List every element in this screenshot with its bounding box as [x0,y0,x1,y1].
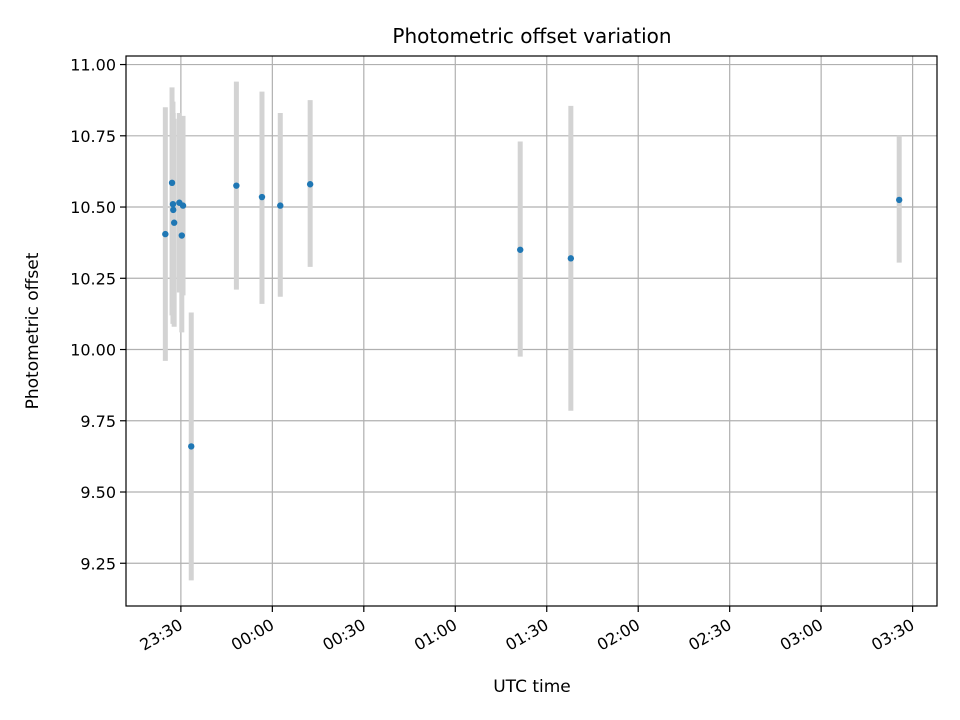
x-tick-label: 01:30 [502,615,551,655]
x-axis-ticks: 23:30 00:00 00:30 01:00 01:30 02:00 02:30 03:00… [136,606,918,655]
y-tick-label: 10.25 [70,269,116,288]
data-point [306,181,314,188]
data-point [170,206,177,214]
data-point [178,232,185,239]
data-point [567,255,575,262]
data-point [277,202,284,209]
y-tick-label: 9.75 [80,412,116,431]
x-tick-label: 03:00 [777,615,826,655]
data-point [170,219,178,226]
data-point [895,196,903,204]
data-point [169,200,177,208]
y-tick-label: 9.50 [80,483,116,502]
x-tick-label: 01:00 [411,615,460,655]
data-point [168,179,176,187]
x-tick-label: 02:30 [685,615,734,655]
grid-lines [126,56,937,606]
y-axis-ticks: 9.25 9.50 9.75 10.00 10.25 10.50 10.75 11.00 [70,56,126,573]
data-points [162,179,903,450]
data-point [188,443,195,450]
x-tick-label: 23:30 [136,615,185,655]
y-tick-label: 9.25 [80,554,116,573]
x-tick-label: 03:30 [868,615,917,655]
x-tick-label: 00:00 [228,615,277,655]
data-point [517,246,524,253]
x-tick-label: 00:30 [319,615,368,655]
data-point [258,193,266,201]
x-axis-label: UTC time [493,677,571,697]
y-tick-label: 10.75 [70,127,116,146]
y-tick-label: 10.50 [70,198,116,217]
y-tick-label: 10.00 [70,341,116,360]
plot-frame [125,55,938,607]
data-point [179,202,187,209]
data-point [233,182,240,189]
y-tick-label: 11.00 [70,56,116,75]
x-tick-label: 02:00 [594,615,643,655]
error-bars [162,81,902,581]
y-axis-label: Photometric offset [23,252,43,409]
data-point [162,230,169,238]
chart-title: Photometric offset variation [392,24,671,48]
